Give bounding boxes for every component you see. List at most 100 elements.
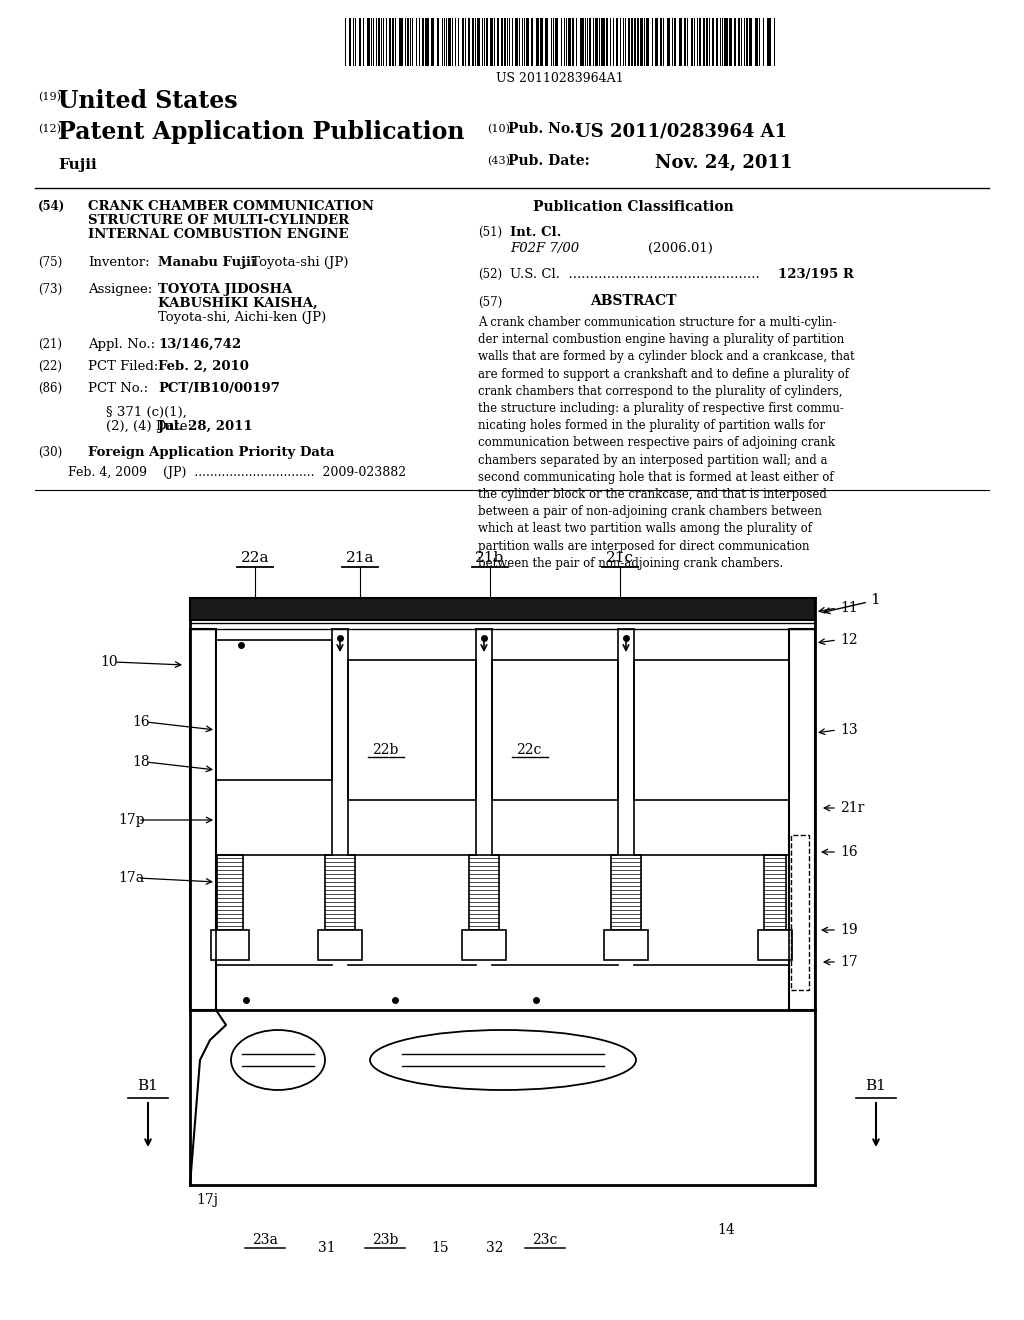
Bar (190, 598, 815, 620)
Text: US 20110283964A1: US 20110283964A1 (497, 73, 624, 84)
Text: (30): (30) (38, 446, 62, 459)
Bar (758, 931, 792, 960)
Text: 12: 12 (840, 634, 858, 647)
Bar (716, 18, 718, 66)
Bar (217, 855, 243, 931)
Bar (734, 18, 736, 66)
Bar (640, 18, 643, 66)
Text: Feb. 2, 2010: Feb. 2, 2010 (158, 360, 249, 374)
Bar (211, 931, 249, 960)
Text: 13: 13 (840, 723, 858, 737)
Bar (515, 18, 518, 66)
Text: 21b: 21b (475, 550, 505, 565)
Text: 21a: 21a (346, 550, 374, 565)
Bar (462, 931, 506, 960)
Text: 22c: 22c (516, 743, 542, 756)
Text: (54): (54) (38, 201, 66, 213)
Text: US 2011/0283964 A1: US 2011/0283964 A1 (575, 121, 787, 140)
Bar (367, 18, 370, 66)
Bar (634, 18, 636, 66)
Bar (486, 18, 488, 66)
Text: 17p: 17p (118, 813, 144, 828)
Text: Nov. 24, 2011: Nov. 24, 2011 (655, 154, 793, 172)
Bar (526, 18, 529, 66)
Bar (637, 18, 639, 66)
Text: 23b: 23b (372, 1233, 398, 1247)
Bar (724, 18, 728, 66)
Bar (555, 18, 558, 66)
Text: (21): (21) (38, 338, 62, 351)
Text: (75): (75) (38, 256, 62, 269)
Bar (616, 18, 618, 66)
Text: (10): (10) (487, 124, 510, 135)
Text: 32: 32 (486, 1241, 504, 1255)
Text: Jul. 28, 2011: Jul. 28, 2011 (158, 420, 253, 433)
Text: 18: 18 (132, 755, 150, 770)
Bar (746, 18, 748, 66)
Text: Publication Classification: Publication Classification (534, 201, 734, 214)
Bar (492, 660, 618, 800)
Text: United States: United States (58, 88, 238, 114)
Text: PCT No.:: PCT No.: (88, 381, 148, 395)
Bar (703, 18, 705, 66)
Bar (407, 18, 409, 66)
Bar (425, 18, 429, 66)
Text: Foreign Application Priority Data: Foreign Application Priority Data (88, 446, 335, 459)
Bar (437, 18, 439, 66)
Bar (540, 18, 543, 66)
Bar (660, 18, 662, 66)
Text: 22b: 22b (372, 743, 398, 756)
Bar (490, 18, 493, 66)
Bar (667, 18, 670, 66)
Bar (469, 855, 499, 931)
Bar (764, 855, 786, 931)
Text: B1: B1 (137, 1078, 159, 1093)
Bar (580, 18, 584, 66)
Text: (52): (52) (478, 268, 502, 281)
Bar (712, 18, 714, 66)
Text: 21r: 21r (840, 801, 864, 814)
Bar (389, 18, 391, 66)
Bar (611, 855, 641, 931)
Bar (501, 18, 503, 66)
Bar (359, 18, 361, 66)
Text: Int. Cl.: Int. Cl. (510, 226, 561, 239)
Bar (729, 18, 732, 66)
Bar (531, 18, 534, 66)
Text: ABSTRACT: ABSTRACT (590, 294, 676, 308)
Text: 19: 19 (840, 923, 858, 937)
Text: Assignee:: Assignee: (88, 282, 153, 296)
Bar (606, 18, 608, 66)
Text: , Toyota-shi (JP): , Toyota-shi (JP) (243, 256, 348, 269)
Bar (791, 836, 809, 990)
Text: (73): (73) (38, 282, 62, 296)
Text: B1: B1 (865, 1078, 887, 1093)
Text: Patent Application Publication: Patent Application Publication (58, 120, 465, 144)
Bar (568, 18, 571, 66)
Text: (57): (57) (478, 296, 502, 309)
Bar (536, 18, 539, 66)
Bar (601, 18, 605, 66)
Bar (497, 18, 499, 66)
Bar (767, 18, 771, 66)
Bar (738, 18, 740, 66)
Bar (631, 18, 633, 66)
Text: 15: 15 (431, 1241, 449, 1255)
Bar (674, 18, 676, 66)
Text: 23c: 23c (532, 1233, 558, 1247)
Text: U.S. Cl.  .............................................: U.S. Cl. ...............................… (510, 268, 760, 281)
Bar (504, 18, 506, 66)
Bar (646, 18, 649, 66)
Text: (86): (86) (38, 381, 62, 395)
Text: (22): (22) (38, 360, 62, 374)
Text: § 371 (c)(1),: § 371 (c)(1), (106, 407, 186, 418)
Bar (755, 18, 758, 66)
Text: 1: 1 (870, 593, 880, 607)
Text: 13/146,742: 13/146,742 (158, 338, 242, 351)
Text: 10: 10 (100, 655, 118, 669)
Bar (378, 18, 380, 66)
Text: Manabu Fujii: Manabu Fujii (158, 256, 256, 269)
Bar (399, 18, 403, 66)
Text: (12): (12) (38, 124, 61, 135)
Bar (790, 630, 815, 1010)
